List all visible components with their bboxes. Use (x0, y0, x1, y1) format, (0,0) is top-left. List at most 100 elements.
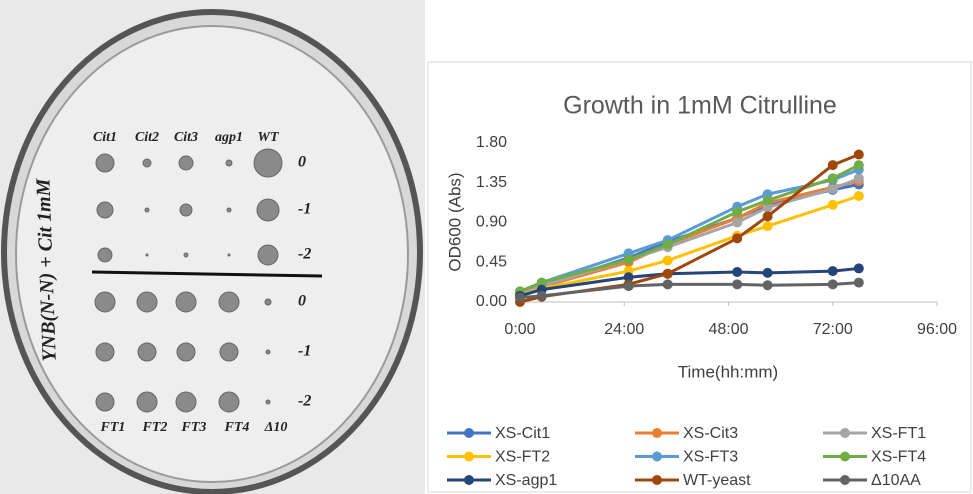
legend-label: XS-FT4 (871, 449, 926, 466)
data-point (732, 279, 743, 290)
legend-label: XS-Cit1 (495, 425, 550, 442)
data-point (662, 239, 673, 250)
colony-spot (256, 198, 280, 222)
data-point (623, 281, 634, 292)
plate-dilution-label: -2 (298, 393, 311, 410)
data-point (827, 279, 838, 290)
legend-marker (652, 451, 662, 462)
legend-label: Δ10AA (871, 472, 921, 489)
data-point (536, 290, 547, 301)
x-tick-label: 0:00 (504, 321, 535, 338)
colony-spot (226, 207, 232, 213)
colony-spot (253, 148, 283, 178)
legend-marker (840, 428, 850, 438)
colony-spot (218, 291, 240, 313)
plate-column-label: FT1 (100, 420, 126, 435)
x-tick-label: 96:00 (917, 321, 957, 338)
plate-column-label: FT2 (142, 420, 168, 435)
data-point (827, 173, 838, 184)
data-point (732, 206, 743, 217)
legend-marker (652, 428, 662, 438)
plate-column-label: Δ10 (264, 420, 288, 435)
data-point (853, 191, 864, 201)
plate-dilution-label: -1 (298, 201, 311, 218)
plate: Cit1 Cit2 Cit3 agp1 WT FT1 FT2 FT3 FT4 Δ10 0 -1 -2 0 -… (93, 130, 311, 435)
x-tick-label: 48:00 (708, 321, 748, 338)
chart-title: Growth in 1mM Citrulline (563, 92, 837, 120)
y-tick-label: 0.90 (476, 214, 507, 231)
legend-label: XS-FT2 (495, 449, 550, 466)
colony-spot (227, 253, 231, 257)
legend-marker (652, 475, 662, 485)
legend-marker (464, 475, 474, 485)
plate-agar (15, 25, 409, 483)
colony-spot (96, 201, 114, 219)
colony-spot (144, 207, 150, 213)
colony-spot (95, 153, 115, 173)
colony-spot (265, 349, 271, 355)
y-tick-label: 0.00 (476, 293, 507, 310)
colony-spot (219, 342, 239, 362)
data-point (732, 233, 743, 244)
legend-label: XS-FT1 (871, 425, 926, 442)
colony-spot (136, 291, 158, 313)
series-line (519, 176, 860, 295)
data-point (853, 173, 864, 184)
x-tick-label: 72:00 (813, 321, 853, 338)
legend-label: XS-Cit3 (683, 425, 738, 442)
data-point (762, 267, 773, 278)
series-line (519, 194, 860, 297)
plate-column-label: FT3 (181, 420, 207, 435)
colony-spot (265, 399, 271, 405)
legend-label: WT-yeast (683, 472, 751, 489)
colony-spot (95, 342, 115, 362)
colony-spot (225, 159, 233, 167)
plate-dilution-label: -1 (298, 343, 311, 360)
legend-marker (464, 451, 474, 462)
data-point (623, 254, 634, 265)
plate-column-label: Cit3 (174, 130, 198, 145)
data-point (762, 280, 773, 291)
colony-spot (145, 253, 149, 257)
x-axis-label: Time(hh:mm) (678, 362, 778, 381)
data-point (853, 149, 864, 160)
data-point (762, 221, 773, 232)
legend-marker (840, 451, 850, 462)
colony-spot (218, 391, 240, 413)
data-point (827, 266, 838, 277)
plate-column-label: Cit2 (135, 130, 159, 145)
chart-frame (427, 61, 972, 493)
data-point (662, 268, 673, 279)
colony-spot (94, 291, 116, 313)
y-tick-label: 1.80 (476, 134, 507, 151)
legend-label: XS-agp1 (495, 472, 557, 489)
colony-spot (137, 342, 157, 362)
plate-column-label: FT4 (224, 420, 250, 435)
colony-spot (97, 247, 113, 263)
data-point (827, 160, 838, 171)
legend-marker (840, 475, 850, 485)
colony-spot (257, 244, 279, 266)
data-point (762, 211, 773, 222)
series-line (519, 163, 860, 293)
plot-area: 0.00 0.45 0.90 1.35 1.80 0:00 24:00 48:00 72:00 9… (447, 134, 957, 489)
data-point (732, 217, 743, 228)
colony-spot (95, 392, 115, 412)
data-point (762, 202, 773, 213)
legend-label: XS-FT3 (683, 449, 738, 466)
y-tick-label: 1.35 (476, 174, 507, 191)
colony-spot (264, 298, 272, 306)
data-point (662, 279, 673, 290)
colony-spot (175, 391, 197, 413)
plate-dilution-label: -2 (298, 246, 311, 263)
plate-dilution-label: 0 (298, 154, 306, 171)
data-point (827, 183, 838, 194)
colony-spot (179, 203, 193, 217)
plate-column-label: agp1 (215, 130, 243, 145)
colony-spot (142, 158, 152, 168)
colony-spot (136, 391, 158, 413)
data-point (827, 199, 838, 210)
plate-column-label: WT (258, 130, 280, 145)
